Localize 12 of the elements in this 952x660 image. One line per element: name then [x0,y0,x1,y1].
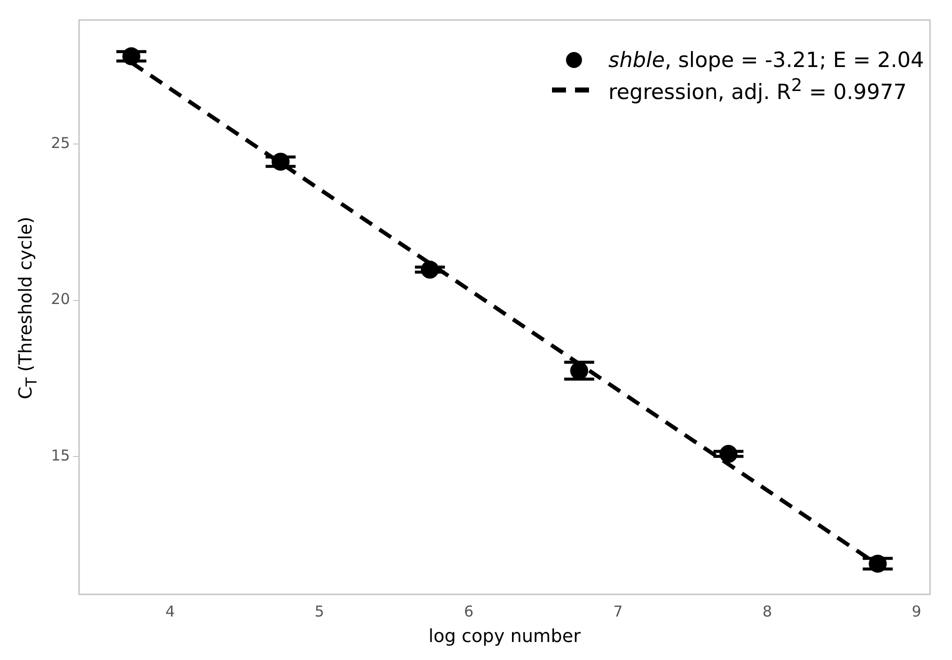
y-tick-label: 15 [50,446,70,465]
y-tick-label: 20 [50,290,70,308]
legend-label: regression, adj. R$^{2}$ = 0.9977 [608,76,907,104]
legend-label: shble, slope = -3.21; E = 2.04 [608,48,924,72]
x-axis-title: log copy number [428,626,582,647]
x-tick-label: 8 [762,602,772,620]
x-tick-label: 7 [613,602,623,620]
x-tick-label: 9 [912,602,922,620]
x-tick-label: 5 [314,602,324,620]
x-tick-label: 4 [165,602,175,620]
x-tick-label: 6 [464,602,474,620]
y-tick-label: 25 [50,134,70,152]
